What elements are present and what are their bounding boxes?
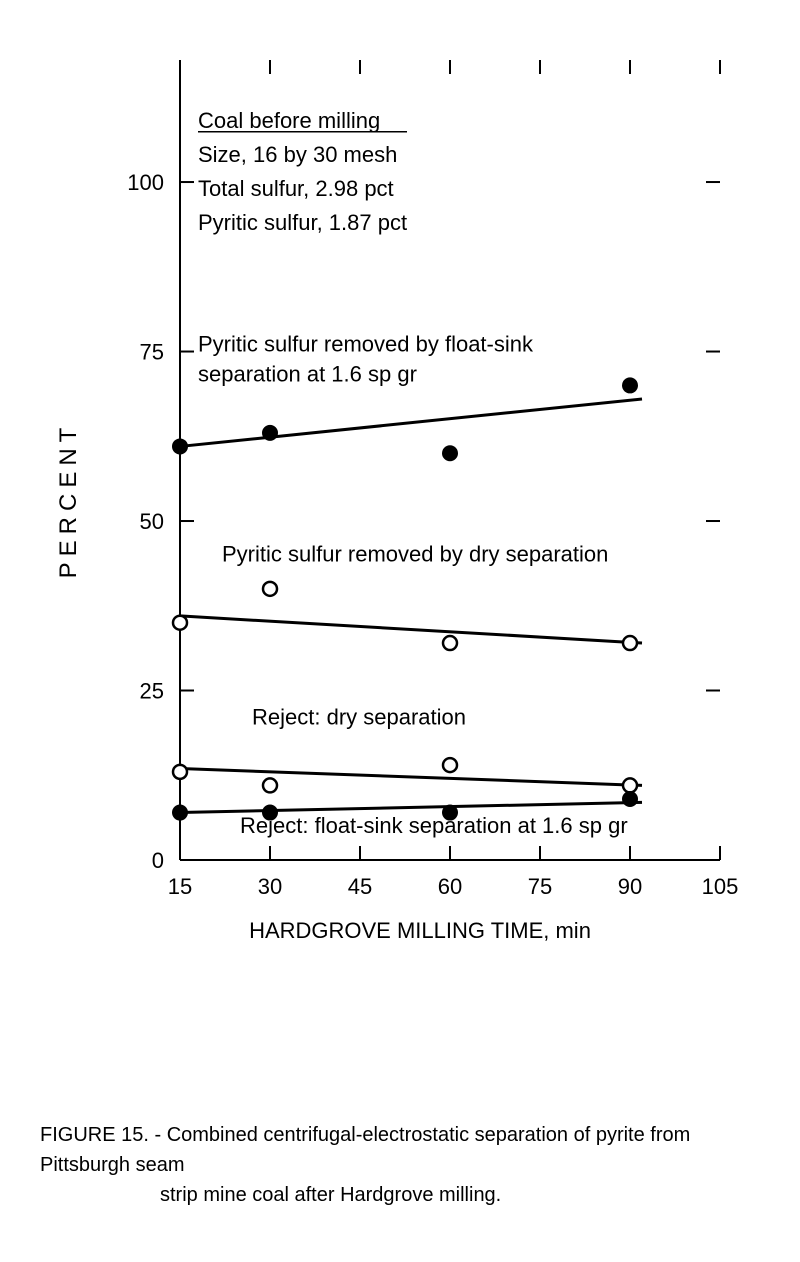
caption-prefix: FIGURE 15. - — [40, 1124, 167, 1146]
svg-text:90: 90 — [618, 874, 642, 899]
svg-text:Reject: dry separation: Reject: dry separation — [252, 704, 466, 729]
svg-text:HARDGROVE MILLING TIME, min: HARDGROVE MILLING TIME, min — [249, 918, 591, 943]
svg-text:PERCENT: PERCENT — [55, 422, 82, 579]
svg-text:15: 15 — [168, 874, 192, 899]
svg-text:Size, 16 by 30 mesh: Size, 16 by 30 mesh — [198, 142, 397, 167]
chart-container: 15 30 45 60 75 90 105 0 25 50 75 100 HARDGROVE MILLI… — [40, 20, 760, 1020]
svg-text:25: 25 — [140, 679, 164, 704]
caption-line2: strip mine coal after Hardgrove milling. — [40, 1184, 501, 1206]
svg-text:60: 60 — [438, 874, 462, 899]
chart-svg: 15 30 45 60 75 90 105 0 25 50 75 100 HARDGROVE MILLI… — [40, 20, 760, 1020]
svg-text:Coal before milling: Coal before milling — [198, 108, 380, 133]
svg-text:105: 105 — [702, 874, 739, 899]
figure-caption: FIGURE 15. - Combined centrifugal-electr… — [40, 1120, 760, 1210]
svg-text:100: 100 — [127, 170, 164, 195]
svg-text:0: 0 — [152, 848, 164, 873]
svg-text:50: 50 — [140, 509, 164, 534]
svg-text:Pyritic sulfur removed by floa: Pyritic sulfur removed by float-sink — [198, 332, 534, 357]
svg-text:separation at 1.6 sp gr: separation at 1.6 sp gr — [198, 362, 417, 387]
svg-text:75: 75 — [528, 874, 552, 899]
svg-text:45: 45 — [348, 874, 372, 899]
svg-text:Total sulfur, 2.98 pct: Total sulfur, 2.98 pct — [198, 176, 394, 201]
page: 15 30 45 60 75 90 105 0 25 50 75 100 HARDGROVE MILLI… — [0, 0, 800, 1262]
svg-text:Pyritic sulfur, 1.87 pct: Pyritic sulfur, 1.87 pct — [198, 210, 407, 235]
svg-text:75: 75 — [140, 340, 164, 365]
svg-text:30: 30 — [258, 874, 282, 899]
svg-text:Pyritic sulfur removed by dry: Pyritic sulfur removed by dry separation — [222, 542, 608, 567]
svg-text:Reject: float-sink separation: Reject: float-sink separation at 1.6 sp … — [240, 813, 628, 838]
